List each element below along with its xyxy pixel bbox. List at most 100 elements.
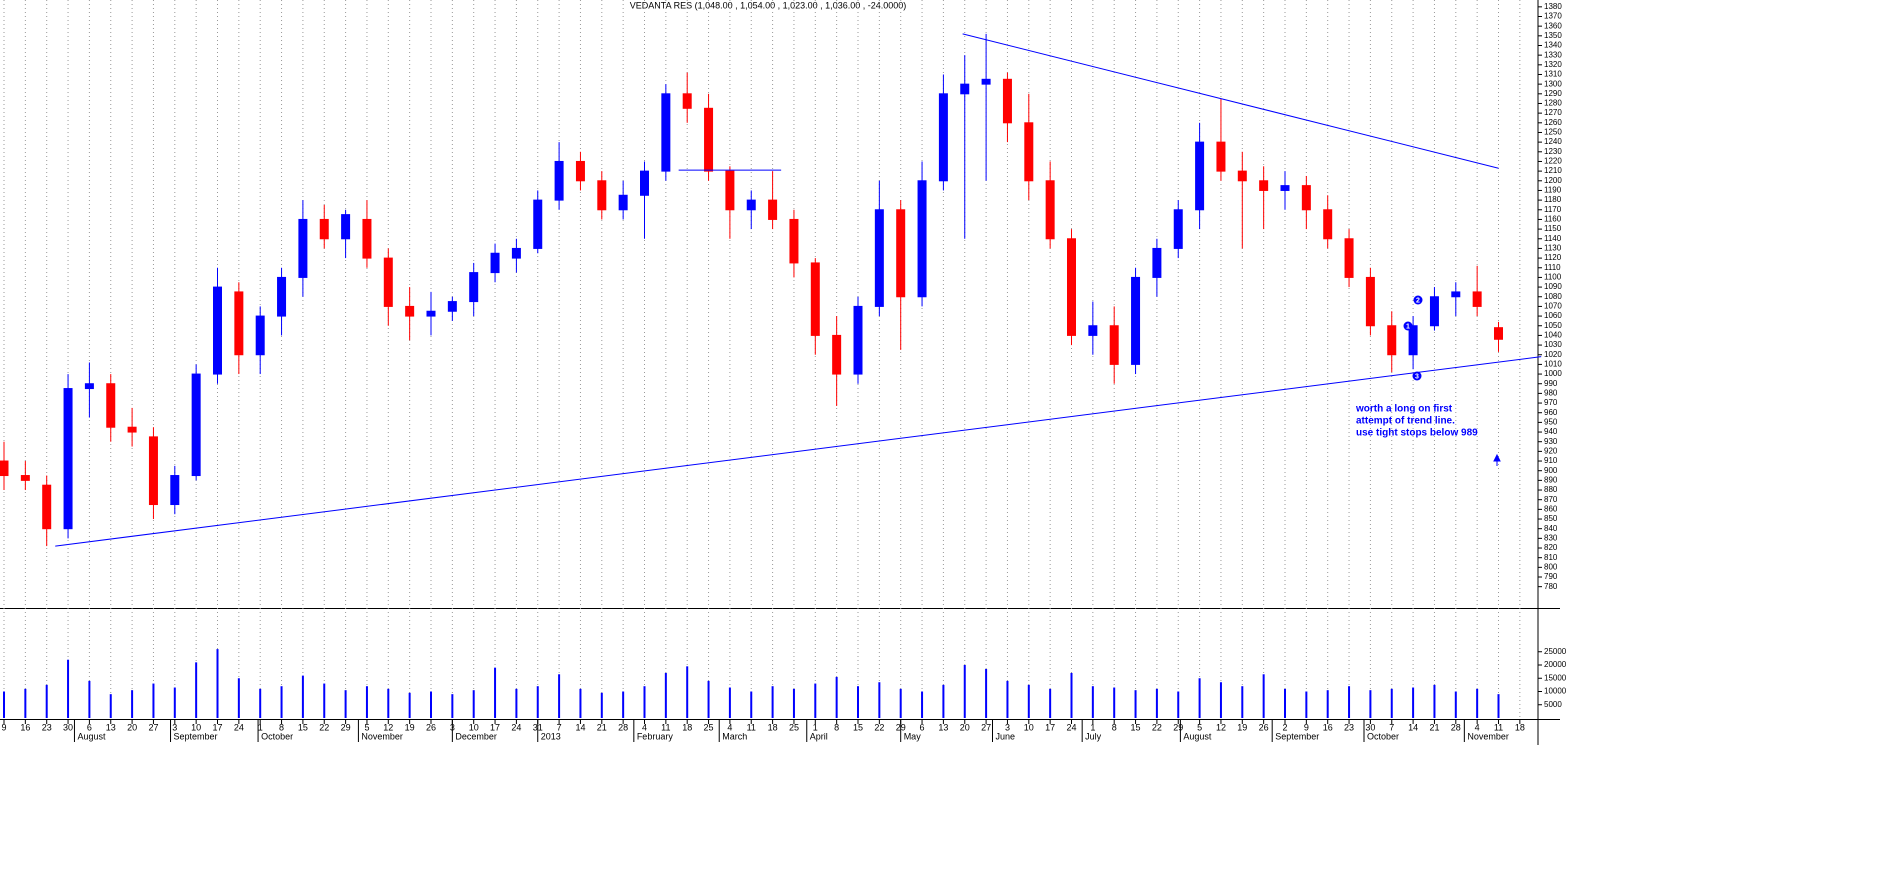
x-tick-label: 15 [1131,722,1141,732]
x-tick-label: 14 [575,722,585,732]
x-tick-label: 27 [981,722,991,732]
x-tick-label: 4 [642,722,647,732]
candle-body [1195,141,1205,211]
y-tick-label: 880 [1544,485,1558,494]
x-tick-label: 12 [383,722,393,732]
x-tick-label: 12 [1216,722,1226,732]
candle-body [42,484,52,530]
x-tick-label: 25 [704,722,714,732]
candle-body [1067,238,1076,336]
candle-body [1429,296,1439,327]
candle-body [768,199,778,220]
x-tick-label: 20 [127,722,137,732]
candle-body [853,305,863,375]
candle-body [981,78,991,85]
x-tick-label: 11 [747,722,756,732]
y-tick-label: 1160 [1544,215,1562,224]
x-tick-label: 17 [1045,722,1055,732]
month-label: December [455,731,497,741]
y-tick-label: 810 [1544,553,1558,562]
candle-body [255,315,265,356]
x-tick-label: 21 [1429,722,1439,732]
month-label: October [1367,731,1399,741]
x-tick-label: 8 [1112,722,1117,732]
candle-body [511,247,521,259]
candle-body [319,218,329,240]
candle-body [490,252,500,274]
candle-body [704,107,714,172]
y-tick-label: 820 [1544,543,1558,552]
y-tick-label: 1070 [1544,302,1562,311]
candle-body [405,305,415,317]
x-tick-label: 21 [597,722,607,732]
month-label: February [637,731,674,741]
x-tick-label: 10 [1024,722,1034,732]
x-tick-label: 19 [405,722,415,732]
x-tick-label: 22 [1152,722,1162,732]
x-tick-label: 5 [1197,722,1202,732]
candle-body [1408,325,1418,356]
y-tick-label: 1360 [1544,21,1562,30]
y-tick-label: 1300 [1544,79,1562,88]
x-tick-label: 8 [279,722,284,732]
x-tick-label: 23 [42,722,52,732]
x-tick-label: 29 [1173,722,1183,732]
x-tick-label: 17 [212,722,222,732]
x-tick-label: 11 [661,722,670,732]
y-tick-label: 870 [1544,495,1558,504]
candle-body [618,194,628,211]
y-tick-label: 930 [1544,437,1558,446]
candle-body [1451,291,1461,298]
candle-body [1088,325,1098,336]
y-tick-label: 1170 [1544,205,1562,214]
candle-body [383,257,393,307]
y-tick-label: 900 [1544,466,1558,475]
x-tick-label: 9 [1,722,6,732]
x-tick-label: 1 [258,722,263,732]
y-tick-label: 1380 [1544,2,1562,11]
x-tick-label: 9 [1304,722,1309,732]
candle-body [362,218,372,259]
wave-label: 2 [1416,297,1420,304]
annotation: use tight stops below 989 [1356,428,1478,439]
x-tick-label: 4 [1475,722,1480,732]
candle-body [213,286,222,375]
candle-body [298,218,308,278]
trendline [55,356,1542,547]
candle-body [661,93,671,172]
y-tick-label: 1350 [1544,31,1562,40]
x-tick-label: 10 [191,722,201,732]
y-tick-label: 1090 [1544,282,1562,291]
y-tick-label: 1110 [1544,263,1561,272]
candle-body [148,436,158,506]
month-label: November [1467,731,1509,741]
candle-body [533,199,543,249]
candle-body [575,160,585,182]
candle-body [1259,180,1269,191]
candle-body [917,180,927,298]
x-tick-label: 24 [511,722,521,732]
annotation: attempt of trend line. [1356,416,1455,427]
x-tick-label: 1 [813,722,818,732]
candle-body [1387,325,1397,356]
candle-body [810,262,820,336]
x-tick-label: 24 [234,722,244,732]
y-tick-label: 1330 [1544,50,1562,59]
candle-body [469,272,479,303]
wave-marker [1412,371,1422,381]
wave-marker [1413,295,1423,305]
candle-body [20,475,30,481]
x-tick-label: 15 [298,722,308,732]
y-tick-label: 960 [1544,408,1558,417]
month-label: October [261,731,293,741]
y-tick-label: 850 [1544,514,1558,523]
y-tick-label: 800 [1544,562,1558,571]
x-tick-label: 6 [87,722,92,732]
y-tick-label: 970 [1544,398,1558,407]
x-tick-label: 10 [469,722,479,732]
x-tick-label: 15 [853,722,863,732]
month-label: August [1183,731,1212,741]
month-label: 2013 [541,731,561,741]
x-tick-label: 16 [20,722,30,732]
